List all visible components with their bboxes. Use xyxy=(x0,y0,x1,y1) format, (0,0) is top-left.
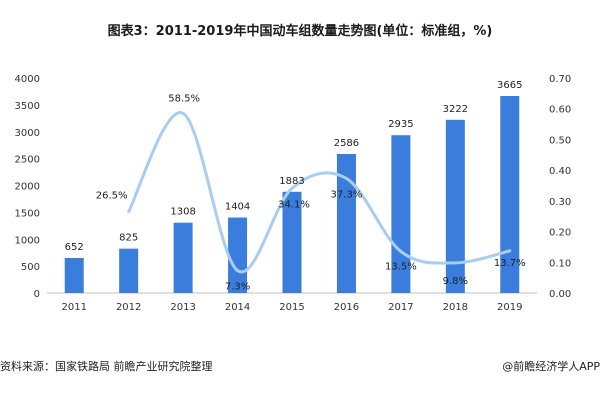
bar-value-label: 1308 xyxy=(170,207,195,218)
bar-value-label: 652 xyxy=(65,242,84,253)
x-axis-tick-label: 2017 xyxy=(388,302,413,313)
y2-axis-tick-label: 0.20 xyxy=(549,228,571,239)
x-axis-tick-label: 2014 xyxy=(225,302,250,313)
bar xyxy=(119,248,139,293)
x-axis-tick-label: 2013 xyxy=(170,302,195,313)
x-axis-tick-label: 2011 xyxy=(61,302,86,313)
source-note: 资料来源：国家铁路局 前瞻产业研究院整理 xyxy=(0,360,213,373)
line-value-label: 13.7% xyxy=(494,258,526,269)
y-axis-tick-label: 2500 xyxy=(15,155,40,166)
line-value-label: 34.1% xyxy=(278,199,310,210)
bar-value-label: 2586 xyxy=(334,138,359,149)
y-axis-tick-label: 3000 xyxy=(15,128,40,139)
data-labels: 652 825 1308 1404 1883 2586 2935 3222 3665 26.5% 5… xyxy=(65,80,526,293)
x-axis-tick-label: 2015 xyxy=(279,302,304,313)
chart-title: 图表3：2011-2019年中国动车组数量走势图(单位：标准组，%) xyxy=(107,24,493,39)
line-value-label: 37.3% xyxy=(331,189,363,200)
y2-axis-tick-label: 0.40 xyxy=(549,166,571,177)
bar xyxy=(64,257,84,293)
y-axis-tick-label: 3500 xyxy=(15,101,40,112)
x-axis-tick-label: 2019 xyxy=(497,302,522,313)
line-value-label: 9.8% xyxy=(443,276,468,287)
y2-axis-tick-label: 0.60 xyxy=(549,105,571,116)
y2-axis-tick-label: 0.70 xyxy=(549,74,571,85)
bar xyxy=(500,96,520,293)
y2-axis-tick-label: 0.00 xyxy=(549,289,571,300)
y2-axis-tick-label: 0.10 xyxy=(549,258,571,269)
bar-value-label: 1883 xyxy=(279,176,304,187)
y-axis-tick-label: 4000 xyxy=(15,74,40,85)
bar xyxy=(173,222,193,293)
line-value-label: 58.5% xyxy=(168,93,200,104)
y-axis-tick-label: 1500 xyxy=(15,208,40,219)
bar-value-label: 2935 xyxy=(388,119,413,130)
x-axis-tick-label: 2012 xyxy=(116,302,141,313)
x-axis-tick-label: 2018 xyxy=(443,302,468,313)
bar-value-label: 3665 xyxy=(497,80,522,91)
line-value-label: 26.5% xyxy=(96,191,128,202)
line-series xyxy=(127,111,512,274)
line-value-label: 13.5% xyxy=(385,262,417,273)
y-axis-tick-label: 1000 xyxy=(15,235,40,246)
bar xyxy=(336,154,356,293)
y-axis-tick-label: 500 xyxy=(21,262,40,273)
credit-note: @前瞻经济学人APP xyxy=(502,360,600,373)
line-value-label: 7.3% xyxy=(225,282,250,293)
bar-value-label: 825 xyxy=(119,233,138,244)
bar-value-label: 3222 xyxy=(443,104,468,115)
y2-axis-tick-label: 0.30 xyxy=(549,197,571,208)
growth-line xyxy=(127,111,512,274)
y-axis-tick-label: 2000 xyxy=(15,182,40,193)
bar xyxy=(445,119,465,293)
bar xyxy=(228,217,248,293)
y2-axis-tick-label: 0.50 xyxy=(549,135,571,146)
x-axis-tick-label: 2016 xyxy=(334,302,359,313)
bar xyxy=(282,191,302,293)
bar-value-label: 1404 xyxy=(225,202,250,213)
y-axis-tick-label: 0 xyxy=(34,289,40,300)
